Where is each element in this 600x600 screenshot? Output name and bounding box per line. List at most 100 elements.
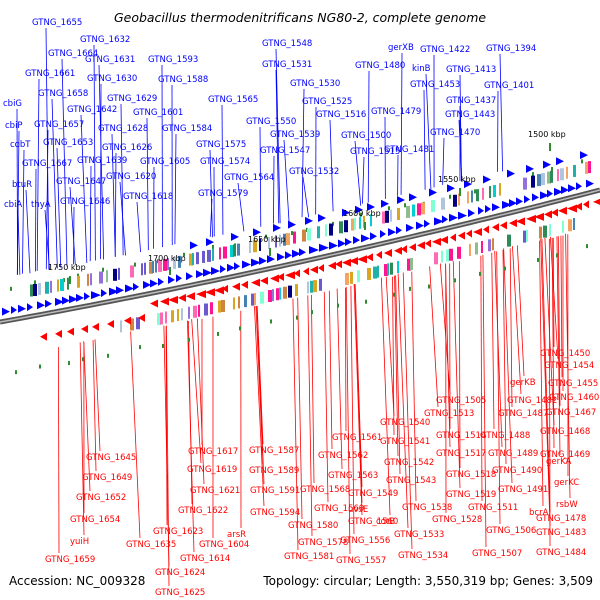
reverse-leader-line <box>429 266 439 408</box>
feature-mark <box>337 303 339 308</box>
reverse-gene-label: GTNG_1645 <box>86 453 136 463</box>
reverse-gene-arrow <box>214 286 224 295</box>
feature-mark <box>556 253 558 258</box>
feature-mark <box>270 319 272 324</box>
cog-bar <box>152 261 154 274</box>
cog-bar <box>539 226 542 239</box>
cog-bar <box>279 287 281 300</box>
reverse-gene-arrow <box>509 219 517 228</box>
forward-leader-line <box>302 176 310 218</box>
reverse-leader-line <box>292 298 299 551</box>
feature-mark <box>107 353 109 358</box>
genome-title: Geobacillus thermodenitrificans NG80-2, … <box>113 10 487 25</box>
cog-bar <box>177 309 179 322</box>
tick-label: 1650 kbp <box>248 235 286 244</box>
forward-gene-arrow <box>361 234 370 243</box>
feature-mark <box>537 257 539 262</box>
reverse-gene-arrow <box>394 246 402 255</box>
cog-bar <box>295 284 298 297</box>
forward-gene-label: GTNG_1516 <box>316 110 366 120</box>
cog-bar <box>192 252 194 265</box>
reverse-gene-arrow <box>67 327 74 336</box>
forward-leader-line <box>22 149 25 274</box>
forward-gene-arrow <box>396 226 402 235</box>
feature-mark <box>102 267 104 272</box>
cog-bar <box>251 293 254 306</box>
reverse-gene-arrow <box>384 249 392 258</box>
cog-bar <box>367 267 371 280</box>
forward-leader-line <box>25 189 31 274</box>
reverse-gene-arrow <box>458 231 465 240</box>
cog-bar <box>310 280 313 293</box>
forward-gene-arrow <box>150 279 158 288</box>
forward-gene-arrow <box>45 299 52 308</box>
cog-bar <box>431 200 435 213</box>
reverse-gene-label: GTNG_1540 <box>380 418 430 428</box>
reverse-gene-arrow <box>222 284 228 293</box>
forward-gene-label: cobT <box>10 140 31 150</box>
forward-gene-arrow <box>168 275 175 284</box>
cog-bar <box>363 215 365 228</box>
forward-gene-arrow <box>464 180 472 189</box>
feature-mark <box>360 212 362 217</box>
reverse-gene-label: GTNG_1538 <box>402 503 452 513</box>
reverse-gene-arrow <box>558 206 567 215</box>
cog-bar <box>410 257 413 270</box>
forward-gene-label: GTNG_1532 <box>289 167 339 177</box>
cog-bar <box>441 250 443 263</box>
reverse-gene-arrow <box>40 332 47 341</box>
feature-mark <box>404 203 406 208</box>
feature-mark <box>291 231 293 236</box>
forward-gene-arrow <box>380 229 386 238</box>
cog-bar <box>155 260 157 273</box>
reverse-leader-line <box>381 277 391 516</box>
forward-gene-arrow <box>318 214 326 223</box>
reverse-leader-line <box>344 287 347 432</box>
reverse-leader-line <box>452 261 461 489</box>
cog-bar <box>160 312 163 325</box>
reverse-leader-line <box>502 249 507 465</box>
cog-bar <box>77 275 80 288</box>
gene-arrow-tracks <box>2 151 600 341</box>
reverse-gene-arrow <box>376 250 382 259</box>
cog-bar <box>449 248 453 261</box>
feature-mark <box>10 286 12 291</box>
reverse-leader-line <box>556 236 561 456</box>
forward-leader-line <box>174 133 177 245</box>
reverse-gene-label: GTNG_1489 <box>488 449 538 459</box>
cog-bar <box>573 217 575 230</box>
reverse-gene-label: GTNG_1534 <box>398 551 448 561</box>
cog-bar <box>268 236 270 249</box>
cog-bar <box>492 238 494 251</box>
reverse-gene-label: GTNG_1506 <box>486 526 536 536</box>
reverse-leader-line <box>549 236 559 360</box>
cog-bar <box>50 280 52 293</box>
reverse-leader-line <box>402 272 413 550</box>
forward-gene-arrow <box>367 202 375 211</box>
forward-leader-line <box>209 198 213 237</box>
forward-leader-line <box>458 119 463 182</box>
reverse-gene-arrow <box>260 276 268 285</box>
forward-gene-arrow <box>526 164 534 173</box>
forward-gene-label: GTNG_1579 <box>198 189 248 199</box>
cog-bar <box>560 168 564 181</box>
forward-gene-arrow <box>206 238 214 247</box>
forward-gene-arrow <box>434 217 444 226</box>
reverse-gene-label: GTNG_1519 <box>446 490 496 500</box>
forward-gene-label: GTNG_1661 <box>25 69 75 79</box>
cog-bar <box>390 262 393 275</box>
cog-bar <box>272 289 274 302</box>
reverse-gene-label: GTNG_1621 <box>190 486 240 496</box>
reverse-leader-line <box>458 261 461 469</box>
feature-mark <box>365 299 367 304</box>
forward-leader-line <box>89 165 92 262</box>
cog-bar <box>397 208 400 221</box>
feature-mark <box>265 234 267 239</box>
cog-bar <box>286 233 290 246</box>
forward-gene-arrow <box>176 274 182 283</box>
feature-mark <box>504 266 506 271</box>
forward-gene-arrow <box>586 179 594 188</box>
cog-bar <box>387 263 389 276</box>
reverse-gene-label: GTNG_1622 <box>178 506 228 516</box>
